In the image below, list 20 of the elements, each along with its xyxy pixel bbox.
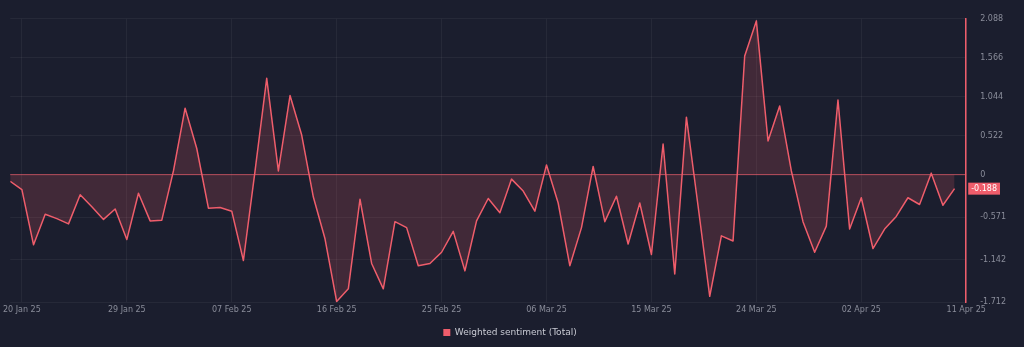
y-tick-label: 0 xyxy=(980,169,986,179)
y-tick-label: -1.142 xyxy=(980,254,1007,264)
y-tick-label: -1.712 xyxy=(980,297,1007,307)
x-tick-label: 16 Feb 25 xyxy=(316,305,357,315)
x-tick-label: 02 Apr 25 xyxy=(841,305,881,315)
y-tick-label: -0.571 xyxy=(980,212,1007,222)
x-tick-label: 24 Mar 25 xyxy=(736,305,777,315)
y-tick-label: 1.566 xyxy=(980,52,1004,62)
legend-label: Weighted sentiment (Total) xyxy=(454,326,577,337)
x-tick-label: 07 Feb 25 xyxy=(211,305,252,315)
x-tick-label: 20 Jan 25 xyxy=(3,305,41,315)
x-tick-label: 15 Mar 25 xyxy=(631,305,672,315)
x-tick-label: 11 Apr 25 xyxy=(946,305,986,315)
x-tick-label: 29 Jan 25 xyxy=(107,305,146,315)
x-tick-label: 06 Mar 25 xyxy=(526,305,567,315)
x-tick-label: 25 Feb 25 xyxy=(421,305,462,315)
y-tick-label: 2.088 xyxy=(980,13,1004,23)
y-tick-label: 0.522 xyxy=(980,130,1004,140)
annotation: -0.188 xyxy=(971,183,998,193)
y-tick-label: 1.044 xyxy=(980,91,1004,101)
